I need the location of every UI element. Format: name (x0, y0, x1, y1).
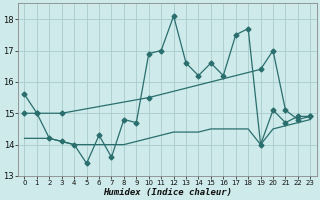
X-axis label: Humidex (Indice chaleur): Humidex (Indice chaleur) (103, 188, 232, 197)
